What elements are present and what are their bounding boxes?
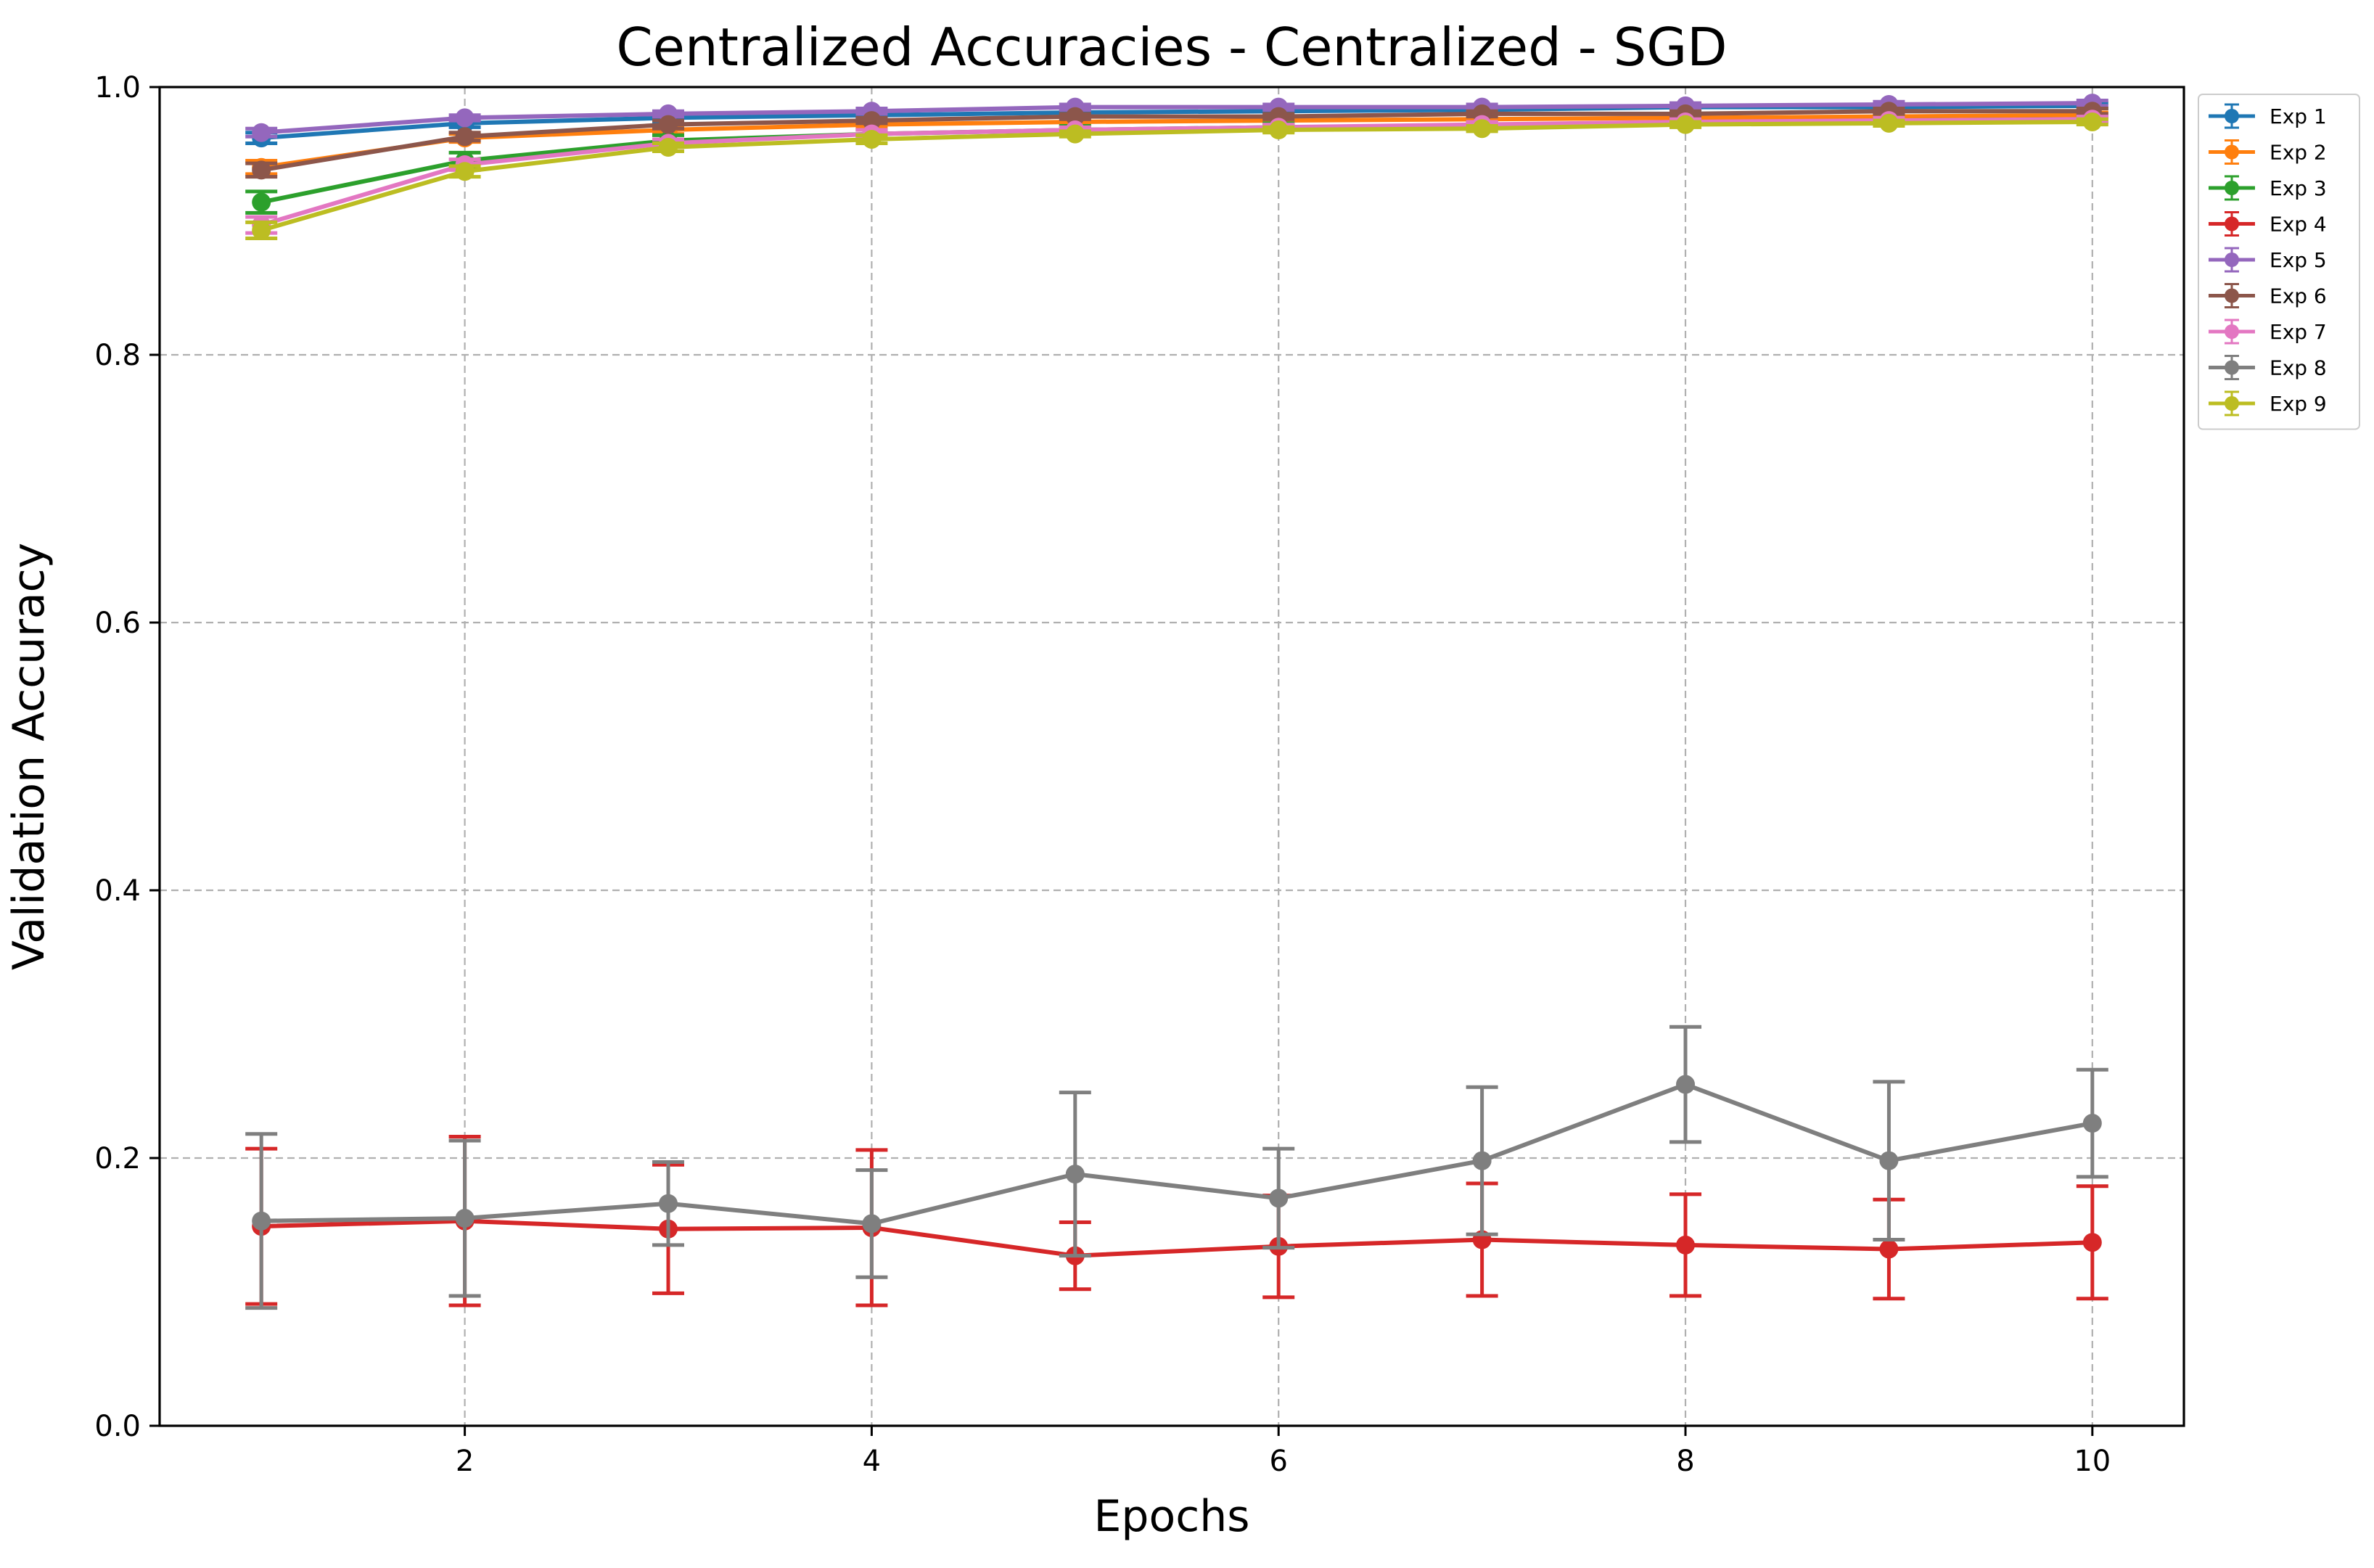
- x-tick-label: 8: [1676, 1445, 1694, 1478]
- data-point: [1472, 119, 1492, 139]
- data-point: [659, 138, 678, 157]
- data-point: [252, 1211, 271, 1231]
- data-point: [659, 1194, 678, 1213]
- legend-marker: [2225, 253, 2239, 267]
- y-tick-label: 0.2: [94, 1142, 141, 1175]
- series-line: [260, 109, 2092, 173]
- x-tick-label: 10: [2074, 1445, 2111, 1478]
- data-point: [1472, 1151, 1492, 1170]
- chart-title: Centralized Accuracies - Centralized - S…: [616, 17, 1727, 78]
- data-point: [659, 115, 678, 134]
- legend-marker: [2225, 288, 2239, 303]
- data-point: [2082, 1114, 2102, 1133]
- data-point: [1065, 124, 1085, 144]
- plot-frame: [158, 86, 2185, 1427]
- legend-marker: [2225, 216, 2239, 231]
- y-axis-label: Validation Accuracy: [4, 543, 54, 970]
- legend-entry: Exp 2: [2209, 139, 2327, 165]
- legend-label: Exp 8: [2270, 356, 2327, 380]
- legend-box: [2198, 94, 2360, 430]
- tick-layer: 2 4 6 8 10 0.0 0.2 0.4 0.6 0.8 1.0: [94, 71, 2111, 1478]
- legend-entry: Exp 8: [2209, 355, 2327, 380]
- data-point: [2082, 112, 2102, 131]
- series-line: [260, 119, 2092, 233]
- legend-label: Exp 2: [2270, 141, 2327, 165]
- series-line: [260, 101, 2092, 135]
- data-point: [1879, 113, 1899, 133]
- legend-label: Exp 4: [2270, 213, 2327, 237]
- series-6: [245, 102, 2108, 180]
- series-layer: [245, 94, 2108, 1310]
- legend-entry: Exp 7: [2209, 319, 2327, 345]
- x-axis-label: Epochs: [1094, 1491, 1250, 1542]
- legend-entry: Exp 9: [2209, 390, 2327, 416]
- legend-marker: [2225, 109, 2239, 123]
- x-tick-label: 2: [456, 1445, 474, 1478]
- data-point: [1269, 120, 1289, 140]
- data-point: [252, 160, 271, 180]
- data-point: [1676, 1075, 1696, 1094]
- legend-marker: [2225, 144, 2239, 160]
- data-point: [1065, 1165, 1085, 1184]
- x-tick-label: 6: [1269, 1445, 1287, 1478]
- y-tick-label: 0.0: [94, 1410, 141, 1443]
- x-tick-label: 4: [863, 1445, 881, 1478]
- y-tick-label: 0.6: [94, 607, 141, 640]
- legend-label: Exp 9: [2270, 392, 2327, 416]
- legend-entry: Exp 1: [2209, 103, 2327, 129]
- y-tick-label: 0.8: [94, 339, 141, 372]
- data-point: [862, 111, 882, 131]
- data-point: [1269, 1189, 1289, 1208]
- data-point: [252, 192, 271, 212]
- legend-marker: [2225, 360, 2239, 375]
- data-point: [455, 108, 475, 128]
- legend-marker: [2225, 181, 2239, 195]
- data-point: [1676, 1235, 1696, 1255]
- data-point: [455, 127, 475, 147]
- data-point: [862, 1214, 882, 1234]
- legend-marker: [2225, 396, 2239, 411]
- legend-label: Exp 1: [2270, 104, 2327, 128]
- series-line: [260, 117, 2092, 227]
- series-line: [260, 112, 2092, 170]
- data-point: [252, 221, 271, 240]
- data-point: [455, 162, 475, 181]
- data-point: [862, 129, 882, 149]
- legend-entry: Exp 6: [2209, 283, 2327, 308]
- data-point: [1879, 1151, 1899, 1170]
- legend-marker: [2225, 324, 2239, 339]
- series-8: [245, 1025, 2108, 1310]
- legend-entry: Exp 3: [2209, 175, 2327, 201]
- series-9: [245, 112, 2108, 240]
- data-point: [2082, 1233, 2102, 1252]
- series-line: [261, 1218, 2092, 1258]
- legend-label: Exp 7: [2270, 320, 2327, 344]
- data-point: [455, 1209, 475, 1228]
- data-point: [1879, 1239, 1899, 1259]
- data-point: [1676, 115, 1696, 134]
- legend-entry: Exp 5: [2209, 247, 2327, 273]
- y-tick-label: 0.4: [94, 874, 141, 908]
- y-tick-label: 1.0: [94, 71, 141, 104]
- data-point: [1065, 107, 1085, 126]
- legend: Exp 1 Exp 2 Exp 3 Exp 4 Exp 5 Exp 6 Exp 7 Exp 8…: [2198, 94, 2360, 430]
- legend-entry: Exp 4: [2209, 211, 2327, 237]
- legend-label: Exp 6: [2270, 284, 2327, 308]
- legend-label: Exp 5: [2270, 248, 2327, 272]
- data-point: [252, 123, 271, 142]
- series-line: [261, 1082, 2093, 1226]
- legend-label: Exp 3: [2270, 176, 2327, 200]
